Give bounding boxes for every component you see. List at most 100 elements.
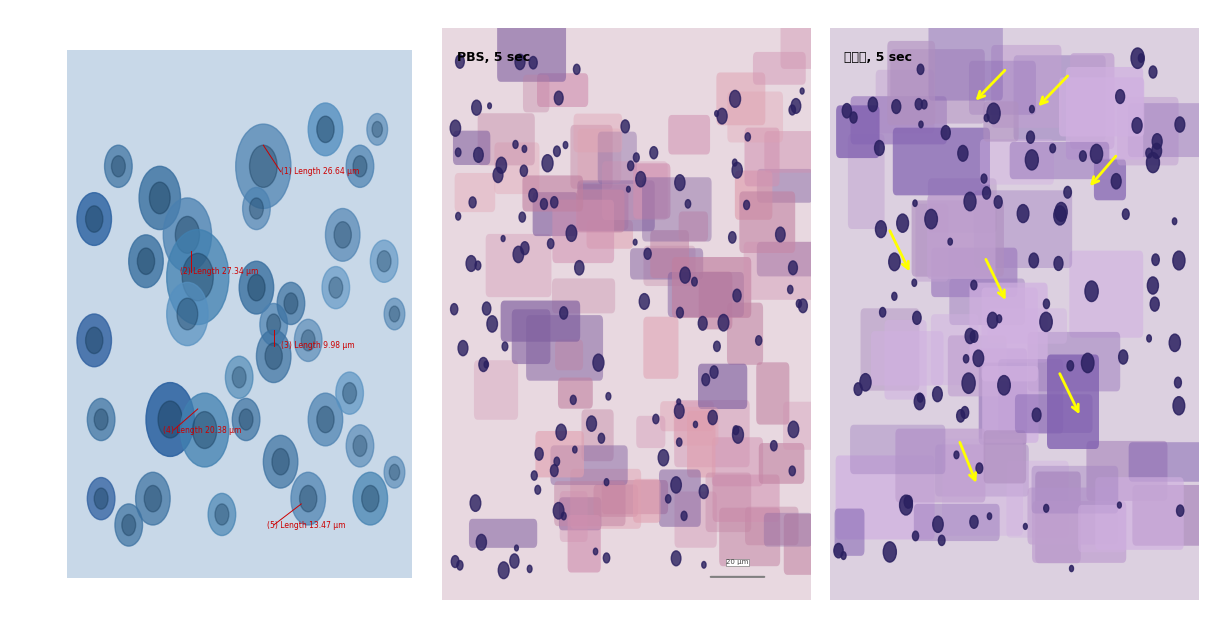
Circle shape <box>593 548 598 555</box>
Circle shape <box>1017 205 1029 222</box>
FancyBboxPatch shape <box>949 279 1025 325</box>
Circle shape <box>925 209 937 229</box>
Circle shape <box>302 330 315 351</box>
Circle shape <box>556 424 567 440</box>
Circle shape <box>1027 131 1034 143</box>
Circle shape <box>167 283 208 345</box>
FancyBboxPatch shape <box>744 242 823 300</box>
Circle shape <box>532 471 538 480</box>
FancyBboxPatch shape <box>948 335 1006 396</box>
FancyBboxPatch shape <box>667 272 744 317</box>
Circle shape <box>384 298 404 330</box>
Circle shape <box>905 495 912 508</box>
FancyBboxPatch shape <box>1014 55 1106 141</box>
Circle shape <box>1172 251 1186 270</box>
Circle shape <box>775 227 785 242</box>
Circle shape <box>543 154 553 172</box>
FancyBboxPatch shape <box>757 242 822 276</box>
FancyBboxPatch shape <box>834 509 865 556</box>
Circle shape <box>291 472 326 525</box>
FancyBboxPatch shape <box>642 177 712 242</box>
Circle shape <box>1044 299 1050 308</box>
Circle shape <box>470 495 481 511</box>
Circle shape <box>308 393 343 446</box>
Circle shape <box>535 485 540 494</box>
Circle shape <box>522 146 527 153</box>
Circle shape <box>850 112 857 123</box>
FancyBboxPatch shape <box>570 469 641 529</box>
FancyBboxPatch shape <box>500 301 580 342</box>
Text: (5) Length 13.47 μm: (5) Length 13.47 μm <box>266 521 345 529</box>
FancyBboxPatch shape <box>983 101 1018 142</box>
Circle shape <box>679 267 690 283</box>
Circle shape <box>233 398 260 441</box>
FancyBboxPatch shape <box>535 431 584 477</box>
Circle shape <box>566 225 576 241</box>
Circle shape <box>493 167 503 183</box>
Circle shape <box>691 278 698 286</box>
Circle shape <box>891 100 901 114</box>
FancyBboxPatch shape <box>764 513 813 546</box>
Circle shape <box>1152 134 1163 149</box>
Circle shape <box>111 156 125 177</box>
FancyBboxPatch shape <box>526 315 603 381</box>
Circle shape <box>1026 150 1038 170</box>
Circle shape <box>513 141 518 148</box>
Circle shape <box>1147 277 1159 294</box>
Circle shape <box>994 196 1003 208</box>
FancyBboxPatch shape <box>1006 461 1069 538</box>
Circle shape <box>87 477 115 520</box>
Circle shape <box>972 350 983 367</box>
Circle shape <box>573 447 576 453</box>
FancyBboxPatch shape <box>982 288 1038 381</box>
Circle shape <box>362 485 379 512</box>
FancyBboxPatch shape <box>498 17 566 82</box>
FancyBboxPatch shape <box>1132 485 1211 546</box>
FancyBboxPatch shape <box>712 437 763 486</box>
Circle shape <box>1152 143 1161 158</box>
Circle shape <box>265 343 282 369</box>
Circle shape <box>371 240 398 283</box>
Circle shape <box>606 392 610 400</box>
FancyBboxPatch shape <box>586 220 633 249</box>
Circle shape <box>515 545 518 551</box>
Circle shape <box>520 212 526 222</box>
Circle shape <box>962 406 969 418</box>
Text: (1) Length 26.64 μm: (1) Length 26.64 μm <box>281 167 358 176</box>
FancyBboxPatch shape <box>660 401 714 431</box>
Text: PBS, 5 sec: PBS, 5 sec <box>457 51 530 64</box>
FancyBboxPatch shape <box>895 428 986 502</box>
FancyBboxPatch shape <box>633 163 671 219</box>
Circle shape <box>1054 256 1063 271</box>
Circle shape <box>482 302 490 315</box>
Circle shape <box>677 399 681 405</box>
Circle shape <box>834 543 843 558</box>
Circle shape <box>883 542 896 562</box>
Circle shape <box>874 141 884 156</box>
FancyBboxPatch shape <box>931 314 978 385</box>
FancyBboxPatch shape <box>552 278 615 313</box>
Circle shape <box>575 261 584 275</box>
Circle shape <box>675 404 684 418</box>
Circle shape <box>671 551 681 566</box>
Circle shape <box>1044 504 1049 512</box>
Circle shape <box>756 336 762 345</box>
FancyBboxPatch shape <box>576 190 625 232</box>
Circle shape <box>242 187 270 230</box>
Circle shape <box>521 242 529 254</box>
Circle shape <box>733 289 741 302</box>
Text: 20 μm: 20 μm <box>727 560 748 565</box>
FancyBboxPatch shape <box>512 310 551 364</box>
Circle shape <box>346 145 374 187</box>
Circle shape <box>529 57 538 69</box>
Circle shape <box>896 214 908 232</box>
Circle shape <box>249 198 263 219</box>
FancyBboxPatch shape <box>980 139 1054 185</box>
Circle shape <box>650 146 658 159</box>
Circle shape <box>137 248 155 274</box>
Circle shape <box>469 197 476 208</box>
FancyBboxPatch shape <box>673 407 718 446</box>
Circle shape <box>985 114 989 122</box>
Circle shape <box>322 266 350 309</box>
Circle shape <box>633 239 637 245</box>
